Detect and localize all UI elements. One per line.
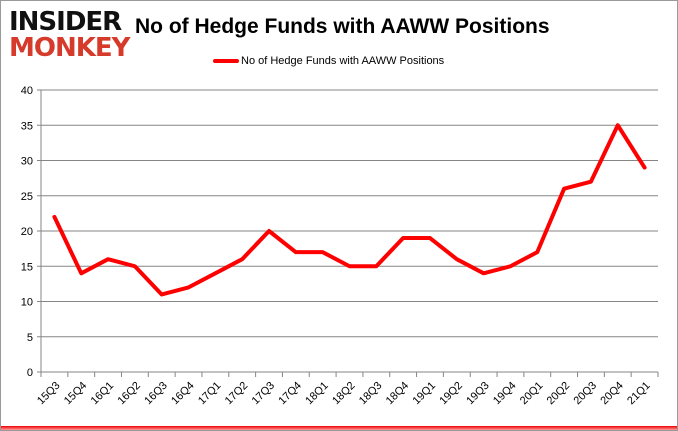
- y-tick-label: 0: [27, 367, 33, 379]
- y-tick-label: 5: [27, 332, 33, 344]
- legend: No of Hedge Funds with AAWW Positions: [213, 55, 444, 67]
- x-tick-label: 16Q1: [89, 380, 117, 408]
- x-tick-label: 16Q2: [115, 380, 143, 408]
- x-tick-label: 17Q3: [250, 380, 278, 408]
- x-tick-label: 16Q4: [169, 380, 197, 408]
- x-tick-label: 17Q1: [196, 380, 224, 408]
- x-tick-label: 20Q3: [572, 380, 600, 408]
- x-tick-label: 16Q3: [142, 380, 170, 408]
- x-tick-label: 17Q2: [223, 380, 251, 408]
- y-tick-label: 30: [21, 156, 33, 168]
- logo-line2: MONKEY: [9, 33, 130, 63]
- x-tick-label: 18Q4: [384, 380, 412, 408]
- y-tick-label: 20: [21, 226, 33, 238]
- y-tick-label: 10: [21, 297, 33, 309]
- x-tick-label: 19Q1: [411, 380, 439, 408]
- series-line: [52, 123, 647, 297]
- x-tick-label: 18Q3: [357, 380, 385, 408]
- x-tick-label: 20Q1: [518, 380, 546, 408]
- x-tick-label: 15Q4: [62, 380, 90, 408]
- x-tick-label: 18Q2: [330, 380, 358, 408]
- x-tick-label: 19Q4: [491, 380, 519, 408]
- x-tick-label: 21Q1: [625, 380, 653, 408]
- legend-label: No of Hedge Funds with AAWW Positions: [241, 55, 445, 67]
- x-tick-label: 17Q4: [276, 380, 304, 408]
- x-tick-label: 20Q4: [598, 380, 626, 408]
- x-tick-label: 19Q3: [464, 380, 492, 408]
- y-tick-label: 35: [21, 120, 33, 132]
- x-tick-label: 19Q2: [437, 380, 465, 408]
- y-tick-label: 40: [21, 85, 33, 97]
- x-tick-label: 20Q2: [545, 380, 573, 408]
- insider-monkey-logo: INSIDER MONKEY: [9, 7, 130, 63]
- y-tick-label: 15: [21, 261, 33, 273]
- logo-line1: INSIDER: [9, 7, 122, 37]
- y-tick-label: 25: [21, 191, 33, 203]
- x-tick-label: 15Q3: [35, 380, 63, 408]
- x-tick-label: 18Q1: [303, 380, 331, 408]
- legend-swatch: [213, 59, 239, 63]
- chart-title: No of Hedge Funds with AAWW Positions: [135, 15, 550, 38]
